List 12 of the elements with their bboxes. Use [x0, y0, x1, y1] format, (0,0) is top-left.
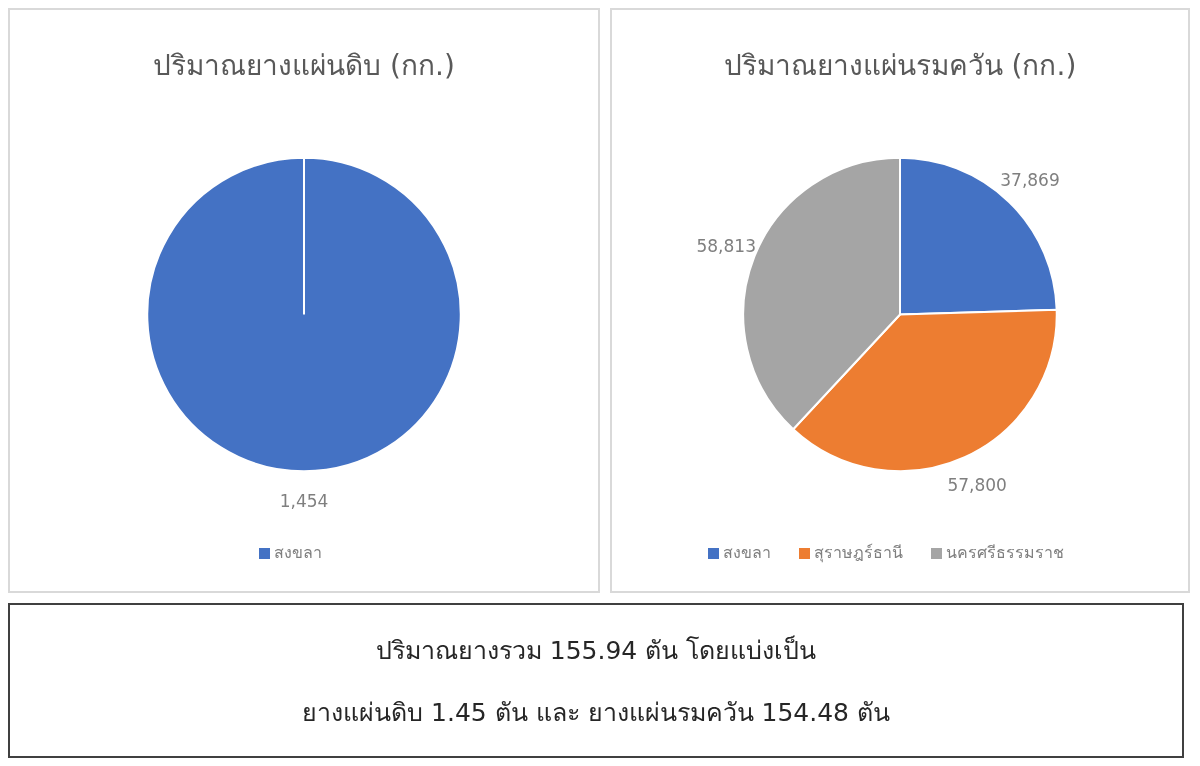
data-label: 58,813	[696, 236, 756, 257]
text: ปริมาณยางรวม 155.94 ตัน โดยแบ่งเป็น	[375, 634, 817, 667]
data-label: 37,869	[1000, 170, 1060, 191]
data-label: 57,800	[947, 474, 1007, 495]
data-label: 1,454	[279, 491, 329, 512]
legend-label: สงขลา	[723, 543, 771, 562]
legend-label: สงขลา	[273, 543, 322, 562]
chart-title: ปริมาณยางแผ่นดิบ (กก.)	[153, 48, 455, 84]
chart-title: ปริมาณยางแผ่นรมควัน (กก.)	[723, 48, 1077, 84]
legend-label: นครศรีธรรมราช	[946, 543, 1064, 562]
legend-label: สุราษฎร์ธานี	[814, 543, 903, 562]
text: ยางแผ่นดิบ 1.45 ตัน และ ยางแผ่นรมควัน 154.48 ตัน	[302, 696, 890, 729]
